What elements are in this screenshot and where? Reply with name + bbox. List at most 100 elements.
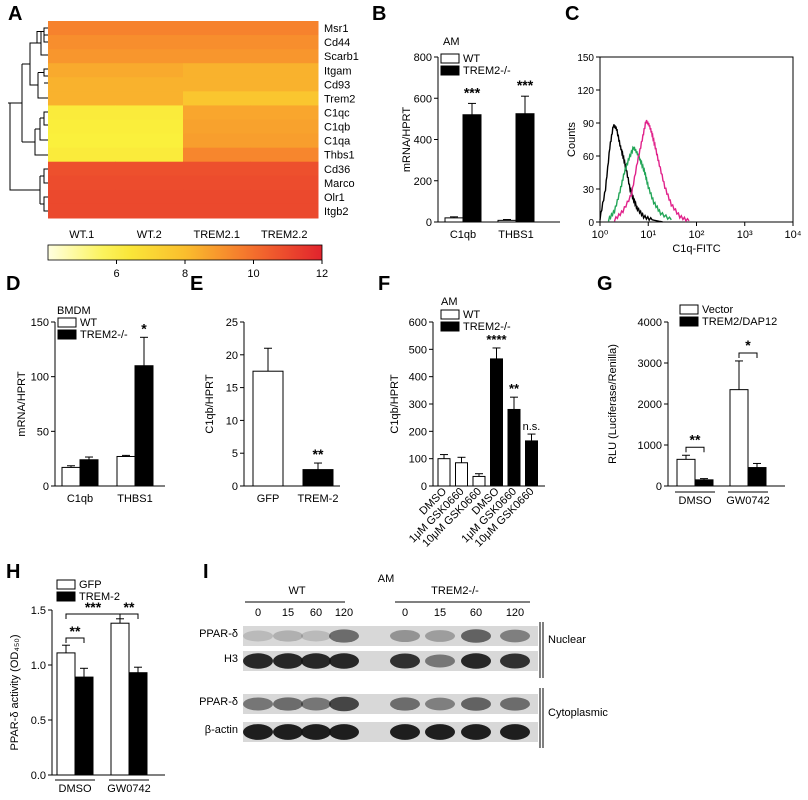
panel-label-c: C [565, 3, 579, 25]
bar-chart-panel-g: 0 1000 2000 3000 4000 RLU (Luciferase/Renilla… [607, 304, 785, 507]
y-tick-label: 1000 [638, 440, 662, 452]
y-tick-label: 10 [226, 415, 238, 427]
significance-bracket [738, 352, 758, 358]
heatmap-cell [48, 77, 116, 92]
y-tick-label: 15 [226, 383, 238, 395]
significance-label: ** [70, 623, 81, 639]
bar [56, 652, 76, 776]
colorbar-tick-label: 6 [113, 268, 119, 280]
row-label: Marco [324, 178, 355, 190]
heatmap-cell [115, 35, 184, 50]
timepoint-label: 15 [282, 607, 294, 619]
y-tick-label: 0 [232, 481, 238, 493]
y-tick-label: 4000 [638, 317, 662, 329]
blot-band [425, 630, 455, 642]
bar-chart-panel-e: 0 5 10 15 20 25 C1qb/HPRT GFP ** TREM-2 [204, 317, 340, 505]
blot-band [243, 630, 273, 642]
row-label: C1qb [324, 122, 350, 134]
legend-swatch [440, 65, 460, 76]
heatmap-cell [115, 91, 184, 106]
legend-label: TREM2/DAP12 [702, 316, 777, 328]
y-tick-label: 0 [588, 218, 594, 229]
heatmap-cell [183, 21, 251, 36]
y-tick-label: 0.5 [31, 715, 46, 727]
heatmap-cell [250, 189, 319, 205]
group-label-trem2: TREM2-/- [431, 585, 479, 597]
legend-label: TREM2-/- [463, 65, 511, 77]
blot-band [461, 724, 491, 740]
bar [79, 459, 99, 487]
bar [490, 358, 503, 487]
blot-band [329, 696, 359, 712]
heatmap-cell [115, 147, 184, 163]
x-tick-label: THBS1 [498, 229, 533, 241]
heatmap-cell [250, 119, 319, 135]
y-tick-label: 300 [409, 399, 427, 411]
y-axis-label: PPAR-δ activity (OD₄₅₀) [9, 635, 21, 751]
y-tick-label: 200 [414, 176, 432, 188]
blot-band [273, 697, 303, 711]
blot-row-label: PPAR-δ [199, 696, 238, 708]
y-axis-label: mRNA/HPRT [401, 107, 413, 172]
heatmap-cell [183, 35, 251, 50]
x-tick-label: 10² [689, 229, 705, 241]
y-tick-label: 800 [414, 52, 432, 64]
panel-label-e: E [190, 273, 203, 295]
heatmap-cell [48, 175, 116, 191]
y-tick-label: 25 [226, 317, 238, 329]
significance-label: *** [517, 77, 534, 93]
blot-band [500, 629, 530, 643]
bar [525, 440, 538, 487]
y-tick-label: 0 [426, 217, 432, 229]
y-axis-label: C1qb/HPRT [389, 374, 401, 433]
column-label: TREM2.1 [194, 229, 240, 241]
heatmap-cell [48, 91, 116, 106]
histogram-series-1 [607, 145, 672, 222]
row-label: Itgam [324, 65, 352, 77]
row-label: Olr1 [324, 192, 345, 204]
heatmap-cell [183, 105, 251, 120]
timepoint-label: 120 [506, 607, 524, 619]
bar [507, 408, 521, 487]
colorbar-tick-label: 10 [247, 268, 259, 280]
heatmap-cell [115, 63, 184, 78]
y-tick-label: 90 [583, 119, 595, 130]
heatmap-panel-a: Msr1 Cd44 Scarb1 Itgam Cd93 Trem2 C1qc C1qb C1qa… [48, 21, 359, 241]
x-tick-label: THBS1 [117, 493, 152, 505]
y-tick-label: 20 [226, 350, 238, 362]
bar [61, 466, 81, 487]
legend-label: WT [80, 317, 97, 329]
blot-band [329, 724, 359, 740]
bar-chart-panel-h: 0.0 0.5 1.0 1.5 PPAR-δ activity (OD₄₅₀) GFPTR… [9, 579, 165, 795]
heatmap-colorbar: 6 8 10 12 [47, 244, 328, 280]
bar [302, 469, 334, 487]
row-label: Thbs1 [324, 150, 355, 162]
row-label: Itgb2 [324, 206, 348, 218]
heatmap-cell [48, 161, 116, 177]
y-tick-label: 600 [409, 317, 427, 329]
timepoint-label: 60 [310, 607, 322, 619]
blot-band [301, 724, 331, 740]
timepoint-label: 60 [470, 607, 482, 619]
bar [462, 114, 482, 223]
blot-strip [243, 626, 538, 646]
blot-band [425, 654, 455, 668]
bar [116, 455, 136, 487]
blot-band [461, 697, 491, 711]
y-tick-label: 400 [414, 135, 432, 147]
legend-label: Vector [702, 304, 734, 316]
heatmap-cell [48, 133, 116, 149]
histogram-series-2 [613, 119, 690, 223]
panel-label-h: H [6, 561, 20, 583]
legend-label: WT [463, 53, 480, 65]
y-tick-label: 500 [409, 344, 427, 356]
row-label: Scarb1 [324, 51, 359, 63]
x-tick-label: 10¹ [640, 229, 656, 241]
legend-swatch [679, 316, 699, 327]
y-tick-label: 2000 [638, 399, 662, 411]
y-tick-label: 0 [43, 481, 49, 493]
heatmap-cell [183, 175, 251, 191]
significance-bracket [685, 446, 705, 453]
heatmap-cell [115, 119, 184, 135]
